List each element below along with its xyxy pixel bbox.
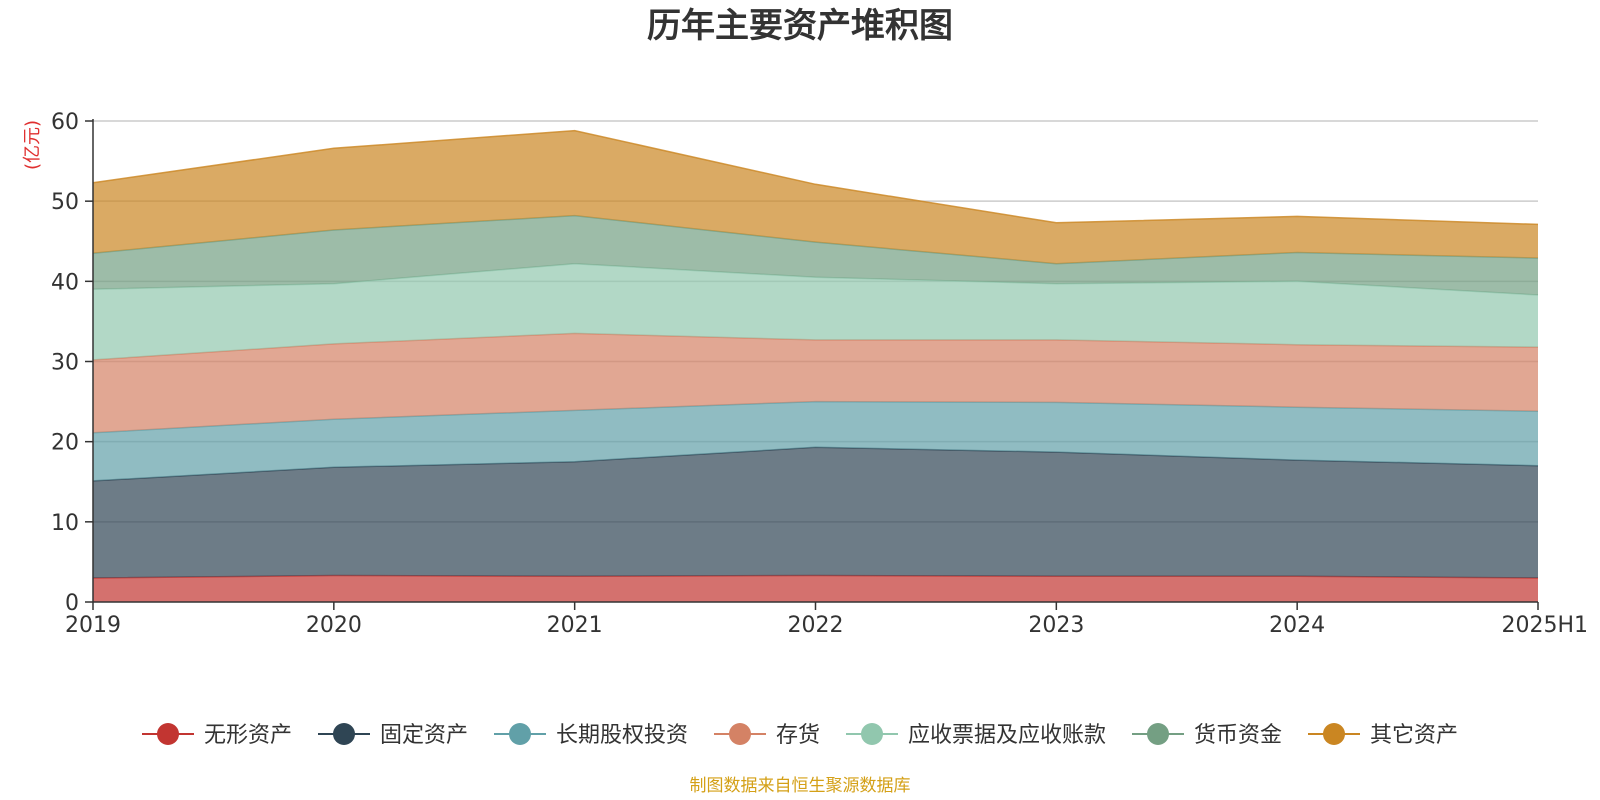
legend-label: 长期股权投资 xyxy=(556,723,688,748)
legend-label: 其它资产 xyxy=(1370,723,1458,748)
area-7 xyxy=(93,130,1538,264)
y-axis-unit: (亿元) xyxy=(22,120,43,170)
x-tick-label: 2021 xyxy=(547,613,603,638)
legend-marker-icon xyxy=(1323,723,1345,745)
legend-item-3[interactable]: 长期股权投资 xyxy=(494,723,688,748)
legend-item-6[interactable]: 货币资金 xyxy=(1132,723,1282,748)
legend-label: 货币资金 xyxy=(1194,723,1282,748)
area-edge-7 xyxy=(92,129,1539,226)
legend-marker-icon xyxy=(333,723,355,745)
source-note: 制图数据来自恒生聚源数据库 xyxy=(690,776,911,796)
area-3 xyxy=(93,401,1538,481)
y-tick-label: 30 xyxy=(51,351,79,376)
x-tick-label: 2024 xyxy=(1269,613,1325,638)
legend-marker-icon xyxy=(157,723,179,745)
legend-marker-icon xyxy=(1147,723,1169,745)
legend-item-2[interactable]: 固定资产 xyxy=(318,723,468,748)
legend-item-5[interactable]: 应收票据及应收账款 xyxy=(846,723,1106,748)
x-tick-label: 2025H1 xyxy=(1501,613,1588,638)
area-6 xyxy=(93,215,1538,295)
chart-title: 历年主要资产堆积图 xyxy=(647,6,953,46)
area-4 xyxy=(93,333,1538,433)
legend-label: 固定资产 xyxy=(380,723,468,748)
area-series xyxy=(92,129,1539,602)
legend-label: 应收票据及应收账款 xyxy=(908,723,1106,748)
y-tick-label: 60 xyxy=(51,110,79,135)
legend-item-4[interactable]: 存货 xyxy=(714,723,820,748)
x-tick-label: 2022 xyxy=(788,613,844,638)
y-tick-label: 0 xyxy=(65,591,79,616)
axes: 0 10 20 30 40 50 60 2019 2020 2021 2022 2023 2024 202… xyxy=(51,110,1588,638)
y-tick-label: 20 xyxy=(51,431,79,456)
area-2 xyxy=(93,447,1538,578)
y-tick-label: 50 xyxy=(51,190,79,215)
legend-marker-icon xyxy=(729,723,751,745)
legend-item-7[interactable]: 其它资产 xyxy=(1308,723,1458,748)
y-tick-label: 10 xyxy=(51,511,79,536)
y-tick-label: 40 xyxy=(51,270,79,295)
legend-label: 无形资产 xyxy=(204,723,292,748)
legend-marker-icon xyxy=(861,723,883,745)
legend-label: 存货 xyxy=(776,723,820,748)
legend: 无形资产 固定资产 长期股权投资 存货 应收票据及应收账款 货币资金 其它资产 xyxy=(142,723,1458,748)
x-tick-label: 2019 xyxy=(65,613,121,638)
legend-marker-icon xyxy=(509,723,531,745)
area-5 xyxy=(93,263,1538,360)
legend-item-1[interactable]: 无形资产 xyxy=(142,723,292,748)
area-1 xyxy=(93,575,1538,602)
x-tick-label: 2023 xyxy=(1028,613,1084,638)
x-tick-label: 2020 xyxy=(306,613,362,638)
